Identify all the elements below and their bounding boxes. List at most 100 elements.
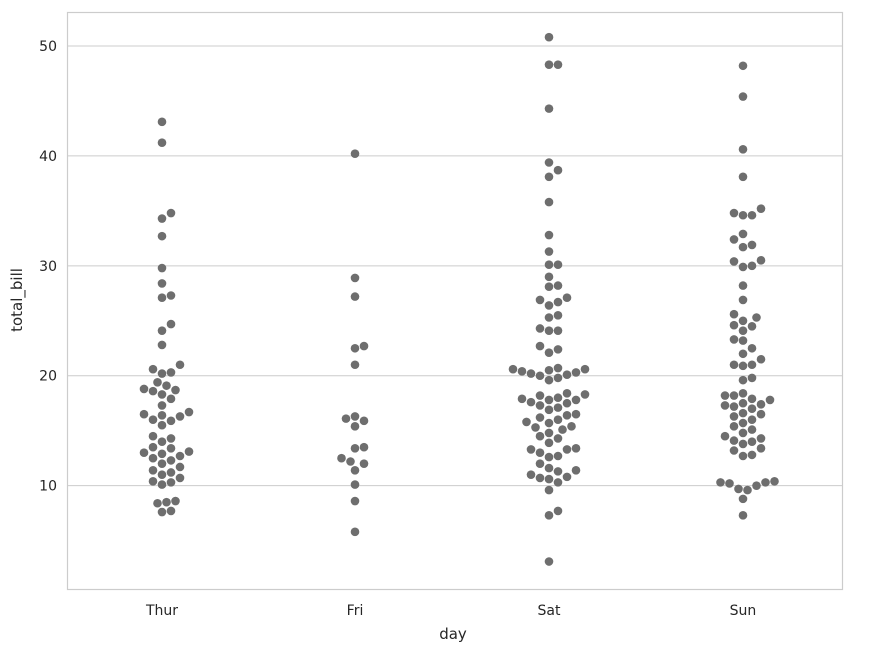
data-point-sat — [553, 373, 563, 383]
data-point-sun — [738, 92, 748, 101]
data-point-sun — [738, 375, 748, 385]
data-point-sun — [756, 204, 766, 213]
data-point-sat — [544, 463, 554, 473]
data-point-sun — [747, 343, 757, 353]
data-point-sun — [747, 437, 757, 447]
data-point-fri — [350, 465, 360, 475]
data-point-sat — [544, 395, 554, 405]
data-point-sun — [720, 401, 730, 410]
data-point-thur — [162, 381, 171, 390]
data-point-thur — [157, 214, 167, 223]
data-point-sat — [553, 478, 563, 487]
data-point-sat — [544, 375, 554, 385]
data-point-sun — [738, 361, 748, 371]
data-point-sat — [526, 470, 536, 479]
data-point-thur — [171, 496, 180, 506]
data-point-sun — [747, 373, 757, 383]
data-point-sun — [729, 335, 739, 344]
y-tick-label: 40 — [39, 149, 57, 165]
data-point-sat — [544, 260, 554, 270]
data-point-sun — [738, 451, 748, 461]
data-point-sat — [562, 445, 572, 454]
data-point-thur — [157, 390, 167, 399]
data-point-sat — [535, 448, 545, 457]
data-point-sat — [571, 409, 581, 419]
data-point-thur — [166, 434, 176, 443]
data-point-fri — [337, 453, 346, 463]
data-point-thur — [171, 385, 180, 395]
data-point-sat — [571, 368, 581, 377]
data-point-fri — [359, 459, 369, 468]
data-point-thur — [139, 448, 149, 457]
data-point-sat — [544, 438, 554, 448]
data-point-sun — [747, 240, 757, 250]
data-point-sun — [738, 145, 748, 154]
data-point-sun — [729, 412, 739, 421]
x-axis-label: day — [439, 625, 467, 643]
data-point-thur — [157, 138, 167, 148]
data-point-sun — [770, 476, 779, 486]
data-point-sat — [526, 445, 536, 454]
data-point-sun — [761, 478, 770, 487]
data-point-sun — [738, 408, 748, 418]
data-point-thur — [166, 443, 176, 453]
data-point-sat — [535, 324, 545, 333]
data-point-thur — [157, 401, 167, 410]
data-point-sun — [738, 172, 748, 182]
data-point-sun — [738, 494, 748, 504]
data-point-fri — [359, 442, 369, 452]
data-point-fri — [350, 443, 360, 453]
data-point-thur — [157, 459, 167, 468]
data-point-sun — [765, 395, 775, 405]
data-point-sun — [729, 257, 739, 266]
data-point-thur — [166, 208, 176, 218]
data-point-sat — [544, 428, 554, 438]
data-point-sun — [729, 436, 739, 445]
data-point-sat — [544, 301, 554, 310]
data-point-fri — [350, 480, 360, 489]
data-point-sun — [756, 434, 766, 443]
data-point-fri — [359, 416, 369, 426]
data-point-sat — [544, 418, 554, 428]
data-point-sat — [544, 452, 554, 462]
data-point-sun — [756, 400, 766, 409]
data-point-sun — [716, 478, 725, 487]
data-point-thur — [157, 263, 167, 273]
data-point-thur — [166, 506, 176, 516]
data-point-sat — [562, 293, 572, 303]
y-tick-label: 50 — [39, 39, 57, 55]
data-point-fri — [350, 343, 360, 353]
data-point-sat — [535, 371, 545, 381]
data-point-thur — [157, 293, 167, 303]
data-point-thur — [162, 497, 171, 507]
data-point-thur — [157, 437, 167, 447]
data-point-fri — [350, 527, 360, 537]
data-point-sat — [553, 60, 563, 69]
data-point-sun — [747, 415, 757, 425]
data-point-thur — [166, 319, 176, 329]
data-point-sun — [743, 485, 752, 495]
data-point-sat — [544, 485, 554, 495]
data-point-sun — [738, 418, 748, 428]
data-point-sat — [553, 506, 563, 516]
data-point-sat — [553, 403, 563, 412]
data-point-sun — [738, 242, 748, 252]
data-point-sun — [752, 313, 761, 322]
data-point-sat — [544, 282, 554, 292]
data-point-sat — [571, 443, 581, 453]
data-point-sun — [729, 402, 739, 411]
data-point-sun — [738, 389, 748, 398]
data-point-fri — [359, 341, 369, 351]
x-tick-label: Fri — [347, 603, 364, 619]
x-tick-label: Sun — [730, 603, 757, 619]
data-point-thur — [148, 364, 158, 374]
data-point-thur — [166, 478, 176, 487]
y-tick-labels: 10 20 30 40 50 — [39, 39, 57, 495]
x-tick-label: Thur — [145, 603, 178, 619]
data-point-thur — [157, 369, 167, 378]
data-point-sat — [544, 348, 554, 357]
data-point-thur — [157, 231, 167, 241]
data-point-sat — [553, 281, 563, 290]
data-point-sat — [544, 230, 554, 240]
data-point-thur — [148, 476, 158, 486]
